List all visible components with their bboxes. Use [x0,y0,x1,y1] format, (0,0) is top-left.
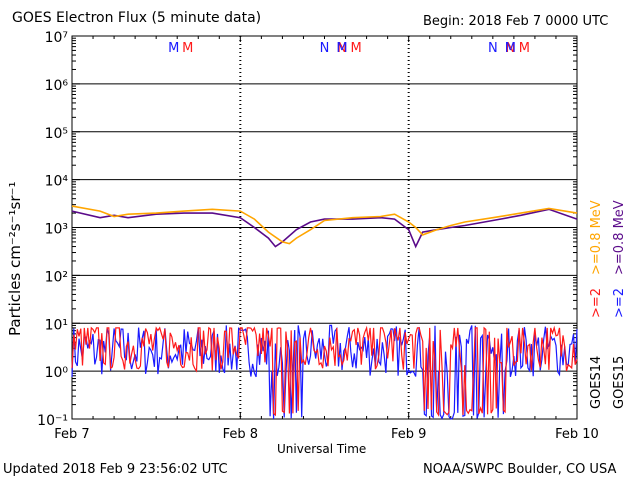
y-tick-label: 10¹ [45,317,68,333]
eclipse-marker: M [336,41,347,56]
series-line-goes14-2mev [71,325,578,417]
eclipse-marker: M [519,41,530,56]
x-tick-label: Feb 8 [223,427,258,442]
y-tick-label: 10³ [45,222,68,238]
eclipse-marker: M [350,41,361,56]
legend-blue-series: >=2 [612,287,627,318]
eclipse-marker: N [320,41,330,56]
y-tick-label: 10² [45,269,68,285]
y-tick-label: 10⁰ [45,365,69,381]
eclipse-marker: M [182,41,193,56]
eclipse-marker: N [337,41,347,56]
x-tick-label: Feb 10 [555,427,599,442]
series-line-goes15-2mev [71,324,578,420]
legend-goes14: GOES14 [589,355,604,409]
legend-purple-series: >=0.8 MeV [612,200,627,275]
legend-red-series: >=2 [589,287,604,318]
eclipse-marker: N [506,41,516,56]
y-axis-label: Particles cm⁻²s⁻¹sr⁻¹ [6,181,24,336]
y-tick-label: 10⁵ [45,126,68,142]
eclipse-marker: M [505,41,516,56]
x-tick-label: Feb 7 [54,427,89,442]
series-line-goes14-08mev [71,205,578,245]
eclipse-marker: M [168,41,179,56]
begin-label: Begin: 2018 Feb 7 0000 UTC [423,14,609,29]
legend-goes15: GOES15 [612,355,627,409]
eclipse-marker: N [488,41,498,56]
y-tick-label: 10⁷ [45,30,68,46]
credit-label: NOAA/SWPC Boulder, CO USA [423,462,617,477]
y-tick-label: 10⁶ [45,78,69,94]
y-tick-label: 10⁻¹ [37,413,68,429]
chart-title: GOES Electron Flux (5 minute data) [12,10,262,26]
series-line-goes15-08mev [71,208,578,249]
x-tick-label: Feb 9 [391,427,426,442]
legend-orange-series: >=0.8 MeV [589,200,604,275]
y-tick-label: 10⁴ [45,174,69,190]
updated-label: Updated 2018 Feb 9 23:56:02 UTC [3,462,228,477]
x-axis-label: Universal Time [277,442,367,456]
